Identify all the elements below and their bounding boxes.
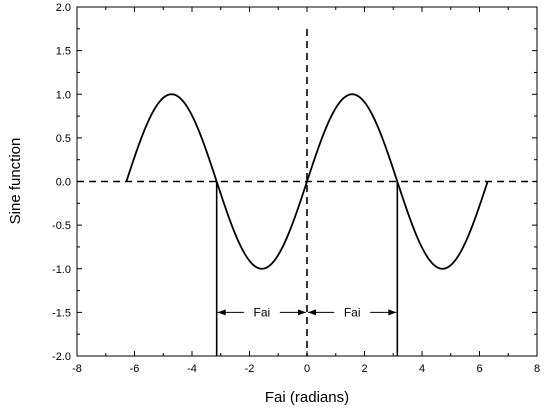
y-tick-label: 0.0 (56, 177, 71, 189)
x-tick-label: 4 (419, 363, 425, 375)
fai-annotation: Fai (217, 305, 306, 319)
y-tick-label: 0.5 (56, 133, 71, 145)
tick-labels: -8 -6 -4 -2 0 2 4 6 8 -2.0 -1.5 -1.0 -0.5 0.0 0.5 1.0 1.… (52, 2, 540, 375)
y-tick-label: -2.0 (52, 351, 71, 363)
x-tick-label: 2 (361, 363, 367, 375)
annotation-label: Fai (254, 305, 271, 319)
y-tick-label: -1.5 (52, 307, 71, 319)
y-tick-label: 1.5 (56, 46, 71, 58)
x-tick-label: -4 (187, 363, 197, 375)
x-tick-label: 8 (534, 363, 540, 375)
axis-ticks (76, 6, 538, 357)
vertical-markers (215, 181, 399, 356)
y-tick-label: -1.0 (52, 264, 71, 276)
fai-annotation: Fai (308, 305, 397, 319)
x-tick-label: -2 (245, 363, 255, 375)
annotation-arrowhead-left (217, 309, 226, 316)
series-lines (125, 93, 489, 270)
y-tick-label: -0.5 (52, 220, 71, 232)
annotation-arrowhead-right (298, 309, 306, 316)
x-tick-label: 0 (304, 363, 310, 375)
y-axis-label: Sine function (7, 138, 24, 225)
x-tick-label: -6 (130, 363, 140, 375)
annotation-label: Fai (344, 305, 361, 319)
annotation-arrowhead-left (308, 309, 316, 316)
annotation-arrowhead-right (388, 309, 397, 316)
sine-series-line (125, 93, 489, 270)
x-axis-label: Fai (radians) (265, 389, 349, 406)
y-tick-label: 2.0 (56, 2, 71, 14)
y-tick-label: 1.0 (56, 89, 71, 101)
reference-lines (77, 29, 537, 356)
x-tick-label: -8 (72, 363, 82, 375)
x-tick-label: 6 (476, 363, 482, 375)
annotations: Fai Fai (217, 305, 397, 319)
